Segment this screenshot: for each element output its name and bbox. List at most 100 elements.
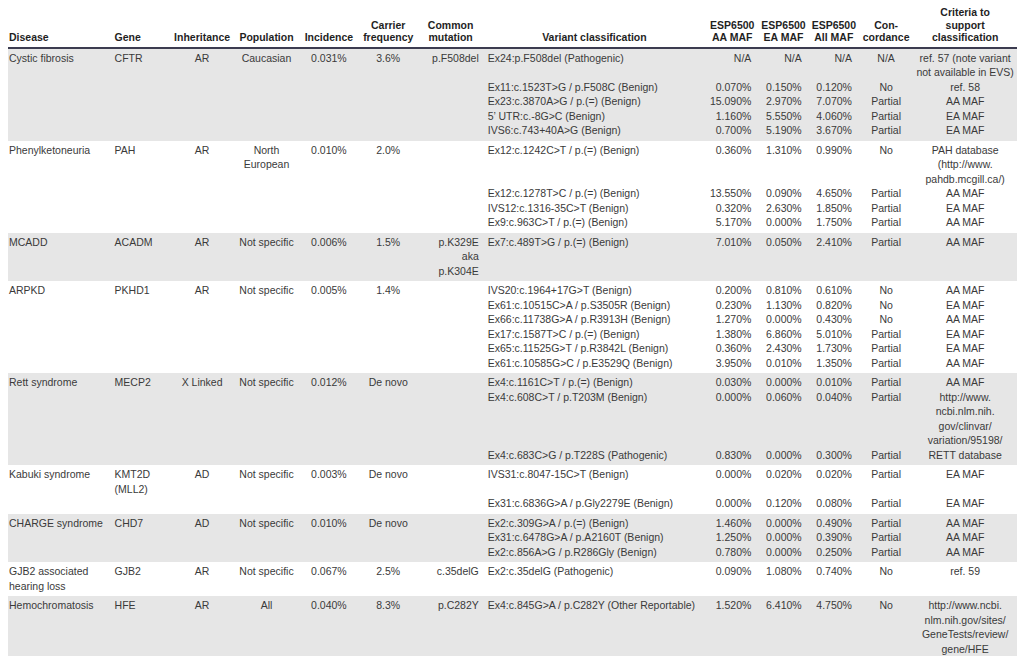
cell-concordance: No — [859, 281, 913, 298]
cell-aa-maf: N/A — [706, 48, 758, 80]
cell-concordance: No — [859, 80, 913, 95]
cell-classification: Ex12:c.1242C>T / p.(=) (Benign) — [483, 141, 706, 187]
cell-ea-maf: 0.150% — [758, 80, 808, 95]
cell-inheritance — [171, 80, 233, 95]
cell-gene — [113, 109, 171, 124]
cell-carrier-frequency — [358, 545, 418, 563]
cell-gene — [113, 327, 171, 342]
cell-all-maf: 0.020% — [809, 465, 859, 496]
cell-population — [233, 80, 299, 95]
cell-concordance: N/A — [859, 48, 913, 80]
cell-disease — [8, 298, 113, 313]
cell-gene — [113, 123, 171, 141]
cell-all-maf: 0.490% — [809, 514, 859, 531]
cell-common-mutation — [418, 341, 482, 356]
cell-incidence — [300, 341, 358, 356]
cell-aa-maf: 1.160% — [706, 109, 758, 124]
cell-carrier-frequency — [358, 215, 418, 233]
cell-carrier-frequency — [358, 341, 418, 356]
cell-classification: Ex7:c.489T>G / p.(=) (Benign) — [483, 233, 706, 282]
cell-aa-maf: 0.360% — [706, 341, 758, 356]
table-row: Ex66:c.11738G>A / p.R3913H (Benign)1.270… — [8, 312, 1017, 327]
cell-criteria: EA MAF — [913, 341, 1017, 356]
cell-all-maf: 5.010% — [809, 327, 859, 342]
cell-common-mutation — [418, 141, 482, 187]
cell-aa-maf: 0.360% — [706, 141, 758, 187]
cell-concordance: Partial — [859, 123, 913, 141]
cell-population: Not specific — [233, 233, 299, 282]
cell-concordance: Partial — [859, 356, 913, 374]
cell-ea-maf: 1.130% — [758, 298, 808, 313]
cell-criteria: AA MAF — [913, 233, 1017, 282]
cell-common-mutation — [418, 186, 482, 201]
cell-all-maf: 0.010% — [809, 373, 859, 390]
cell-common-mutation — [418, 514, 482, 531]
cell-criteria: ref. 58 — [913, 80, 1017, 95]
cell-concordance: Partial — [859, 94, 913, 109]
cell-incidence: 0.003% — [300, 465, 358, 496]
cell-aa-maf: 0.000% — [706, 496, 758, 514]
cell-incidence — [300, 390, 358, 448]
cell-common-mutation — [418, 281, 482, 298]
cell-carrier-frequency: De novo — [358, 373, 418, 390]
table-row: Ex4:c.608C>T / p.T203M (Benign)0.000%0.0… — [8, 390, 1017, 448]
cell-gene — [113, 448, 171, 466]
col-header-esp6500-all-maf: ESP6500 All MAF — [809, 6, 859, 48]
cell-inheritance — [171, 341, 233, 356]
cell-population: Not specific — [233, 281, 299, 298]
cell-inheritance — [171, 298, 233, 313]
cell-incidence — [300, 298, 358, 313]
cell-incidence — [300, 186, 358, 201]
cell-common-mutation — [418, 448, 482, 466]
cell-common-mutation — [418, 356, 482, 374]
cell-population — [233, 109, 299, 124]
cell-inheritance: AR — [171, 141, 233, 187]
table-row: Ex4:c.683C>G / p.T228S (Pathogenic)0.830… — [8, 448, 1017, 466]
cell-disease — [8, 186, 113, 201]
cell-disease: Rett syndrome — [8, 373, 113, 390]
cell-all-maf: 1.350% — [809, 356, 859, 374]
cell-ea-maf: 5.190% — [758, 123, 808, 141]
cell-inheritance — [171, 123, 233, 141]
cell-population: Caucasian — [233, 48, 299, 80]
cell-disease — [8, 545, 113, 563]
cell-classification: Ex66:c.11738G>A / p.R3913H (Benign) — [483, 312, 706, 327]
cell-gene — [113, 94, 171, 109]
cell-common-mutation — [418, 123, 482, 141]
cell-classification: Ex23:c.3870A>G / p.(=) (Benign) — [483, 94, 706, 109]
table-row: Ex31:c.6478G>A / p.A2160T (Benign)1.250%… — [8, 530, 1017, 545]
cell-ea-maf: 0.810% — [758, 281, 808, 298]
cell-carrier-frequency: 8.3% — [358, 596, 418, 656]
cell-aa-maf: 0.000% — [706, 390, 758, 448]
cell-incidence: 0.040% — [300, 596, 358, 656]
cell-inheritance — [171, 530, 233, 545]
cell-classification: Ex2:c.35delG (Pathogenic) — [483, 562, 706, 596]
cell-incidence — [300, 215, 358, 233]
cell-all-maf: 0.250% — [809, 545, 859, 563]
cell-criteria: http://www.ncbi. nlm.nih.gov/sites/ Gene… — [913, 596, 1017, 656]
cell-inheritance — [171, 390, 233, 448]
cell-common-mutation: p.K329E aka p.K304E — [418, 233, 482, 282]
cell-disease — [8, 496, 113, 514]
cell-criteria: EA MAF — [913, 109, 1017, 124]
cell-criteria: AA MAF — [913, 281, 1017, 298]
cell-all-maf: 1.850% — [809, 201, 859, 216]
cell-gene: KMT2D (MLL2) — [113, 465, 171, 496]
cell-all-maf: 2.410% — [809, 233, 859, 282]
table-row: Rett syndromeMECP2X LinkedNot specific0.… — [8, 373, 1017, 390]
disease-group: CHARGE syndromeCHD7ADNot specific0.010%D… — [8, 514, 1017, 563]
cell-criteria: EA MAF — [913, 465, 1017, 496]
cell-aa-maf: 1.250% — [706, 530, 758, 545]
cell-criteria: EA MAF — [913, 201, 1017, 216]
cell-population — [233, 356, 299, 374]
cell-population — [233, 186, 299, 201]
cell-disease: Phenylketoneuria — [8, 141, 113, 187]
cell-all-maf: 7.070% — [809, 94, 859, 109]
cell-criteria: http://www. ncbi.nlm.nih. gov/clinvar/ v… — [913, 390, 1017, 448]
cell-carrier-frequency — [358, 94, 418, 109]
col-header-concordance: Con- cordance — [859, 6, 913, 48]
cell-ea-maf: 2.430% — [758, 341, 808, 356]
cell-disease: Kabuki syndrome — [8, 465, 113, 496]
cell-criteria: AA MAF — [913, 312, 1017, 327]
cell-classification: Ex24:p.F508del (Pathogenic) — [483, 48, 706, 80]
